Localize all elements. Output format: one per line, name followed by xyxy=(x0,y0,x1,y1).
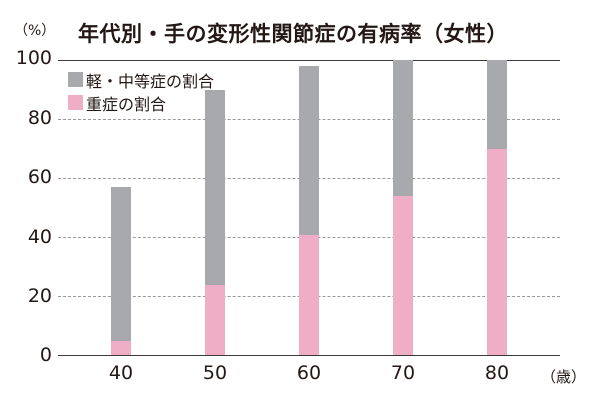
y-axis-unit: （%） xyxy=(14,23,56,39)
legend-swatch-severe xyxy=(68,95,83,110)
bar-segment-mild xyxy=(487,60,507,149)
y-tick-60: 60 xyxy=(27,166,52,188)
legend-item-mild: 軽・中等症の割合 xyxy=(68,68,214,91)
bar-70 xyxy=(393,60,413,356)
x-tick-50: 50 xyxy=(202,362,228,384)
gridline-100 xyxy=(58,60,560,61)
bar-segment-mild xyxy=(205,89,225,285)
bar-segment-mild xyxy=(393,60,413,197)
x-tick-70: 70 xyxy=(390,362,416,384)
x-tick-40: 40 xyxy=(108,362,134,384)
y-tick-40: 40 xyxy=(27,226,52,248)
bar-50 xyxy=(205,89,225,356)
bar-40 xyxy=(111,187,131,356)
bar-segment-severe xyxy=(393,196,413,356)
y-tick-0: 0 xyxy=(39,344,52,366)
legend-swatch-mild xyxy=(68,72,83,87)
bar-segment-severe xyxy=(111,341,131,356)
legend-item-severe: 重症の割合 xyxy=(68,91,214,114)
x-axis-line xyxy=(58,355,560,356)
bar-80 xyxy=(487,60,507,356)
y-tick-100: 100 xyxy=(15,47,52,69)
bar-segment-mild xyxy=(299,65,319,235)
x-tick-60: 60 xyxy=(296,362,322,384)
bar-segment-severe xyxy=(487,148,507,356)
x-axis-unit: （歳） xyxy=(541,368,587,386)
chart-title: 年代別・手の変形性関節症の有病率（女性） xyxy=(78,22,508,46)
legend-label-mild: 軽・中等症の割合 xyxy=(86,71,215,91)
legend: 軽・中等症の割合 重症の割合 xyxy=(68,68,214,114)
y-tick-80: 80 xyxy=(27,107,52,129)
bar-segment-mild xyxy=(111,187,131,342)
y-tick-20: 20 xyxy=(27,285,52,307)
bar-segment-severe xyxy=(205,284,225,356)
bar-60 xyxy=(299,65,319,356)
legend-label-severe: 重症の割合 xyxy=(86,94,167,114)
x-tick-80: 80 xyxy=(484,362,510,384)
bar-segment-severe xyxy=(299,234,319,356)
